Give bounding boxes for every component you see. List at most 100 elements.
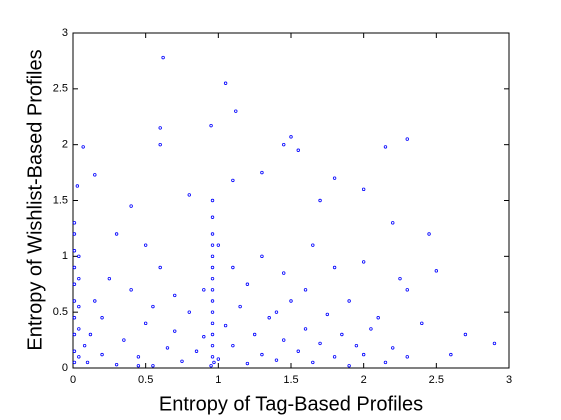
x-tick-label: 3 — [506, 374, 512, 386]
point — [158, 265, 162, 270]
point — [85, 360, 90, 365]
point — [202, 335, 206, 339]
point — [332, 176, 337, 180]
point — [420, 321, 424, 326]
point — [289, 135, 293, 139]
x-tick-label: 0.5 — [138, 374, 153, 386]
point — [318, 198, 322, 203]
point — [311, 243, 315, 247]
point — [383, 145, 388, 149]
point — [260, 170, 264, 175]
point — [361, 187, 366, 192]
point — [136, 364, 141, 368]
point — [376, 316, 380, 320]
point — [93, 299, 97, 303]
point — [252, 332, 257, 337]
point — [245, 361, 250, 366]
point — [173, 293, 177, 298]
x-tick-label: 1.5 — [283, 374, 298, 386]
point — [209, 364, 213, 368]
point — [187, 310, 191, 314]
point — [180, 359, 184, 363]
y-axis-label: Entropy of Wishlist-Based Profiles — [24, 49, 46, 350]
point — [427, 232, 431, 236]
y-tick-label: 2 — [62, 139, 68, 151]
point — [361, 352, 366, 357]
x-tick-label: 1 — [215, 374, 221, 386]
point — [238, 304, 242, 309]
point — [260, 352, 264, 357]
point — [303, 288, 308, 292]
point — [202, 288, 206, 292]
point — [158, 126, 162, 130]
point — [282, 338, 286, 342]
y-tick-label: 0.5 — [53, 306, 68, 318]
point — [296, 148, 300, 152]
point — [405, 137, 409, 141]
point — [173, 329, 177, 333]
point — [210, 288, 215, 292]
point — [209, 123, 213, 128]
point — [122, 338, 126, 342]
point — [303, 327, 308, 331]
point — [210, 198, 215, 203]
point — [354, 343, 359, 348]
x-tick-label: 2 — [361, 374, 367, 386]
x-axis-label: Entropy of Tag-Based Profiles — [159, 393, 423, 415]
point — [75, 184, 80, 188]
point — [165, 346, 170, 350]
point — [93, 173, 97, 177]
point — [231, 343, 235, 348]
point — [72, 282, 77, 286]
point — [114, 362, 119, 367]
point — [151, 304, 155, 309]
point — [210, 332, 215, 337]
point — [223, 81, 228, 85]
point — [210, 254, 215, 259]
point — [210, 276, 215, 281]
point — [210, 232, 215, 236]
point — [129, 288, 133, 292]
point — [274, 358, 279, 362]
point — [210, 310, 215, 314]
point — [383, 360, 388, 365]
point — [88, 332, 93, 337]
point — [143, 243, 148, 247]
point — [77, 355, 81, 359]
point — [347, 364, 351, 368]
point — [282, 271, 286, 275]
point — [136, 355, 141, 359]
point — [210, 243, 215, 247]
point — [72, 349, 77, 353]
point — [100, 316, 104, 320]
point — [210, 299, 215, 303]
point — [161, 55, 165, 60]
point — [398, 276, 402, 281]
point — [72, 265, 77, 270]
point — [405, 355, 409, 359]
point — [391, 221, 395, 225]
point — [114, 232, 119, 236]
point — [223, 323, 228, 328]
point — [274, 310, 279, 314]
point — [72, 232, 77, 236]
point — [129, 204, 133, 208]
point — [77, 254, 81, 259]
point — [245, 282, 250, 286]
point — [434, 269, 439, 273]
point — [231, 178, 235, 183]
point — [187, 193, 191, 197]
point — [405, 288, 409, 292]
point — [267, 316, 271, 320]
point — [158, 142, 162, 147]
point — [234, 109, 238, 113]
point — [212, 360, 216, 365]
point — [332, 265, 337, 270]
point — [369, 327, 373, 331]
y-tick-label: 1.5 — [53, 194, 68, 206]
point — [210, 265, 215, 270]
y-tick-label: 1 — [62, 250, 68, 262]
point — [72, 332, 77, 337]
